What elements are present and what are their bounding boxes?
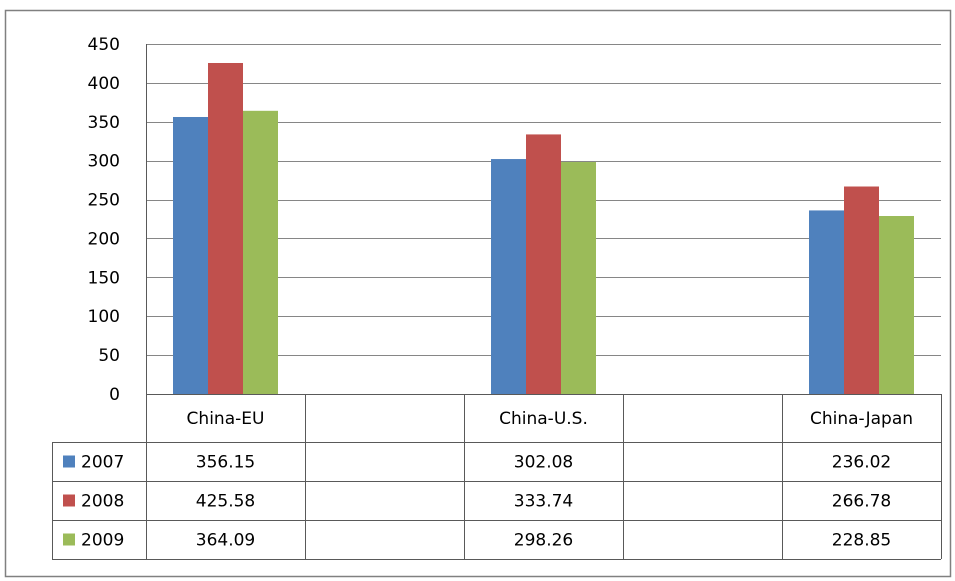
y-tick-label: 300 [88, 152, 120, 172]
data-value-label: 298.26 [514, 531, 573, 551]
y-tick-label: 250 [88, 191, 120, 211]
chart-frame [4, 9, 952, 578]
y-tick-label: 400 [88, 74, 120, 94]
y-tick-label: 100 [88, 307, 120, 327]
legend-label: 2007 [81, 453, 124, 473]
y-tick-label: 200 [88, 229, 120, 249]
bar-2008-China-U.S. [526, 134, 561, 394]
y-tick-label: 450 [88, 35, 120, 55]
bar-2008-China-EU [208, 62, 243, 394]
category-label: China-Japan [810, 409, 913, 429]
bar-2009-China-EU [243, 110, 278, 395]
y-tick-label: 0 [109, 385, 120, 405]
data-value-label: 333.74 [514, 492, 573, 512]
bar-2007-China-U.S. [491, 159, 526, 394]
y-tick-label: 50 [98, 346, 120, 366]
data-value-label: 302.08 [514, 453, 573, 473]
bar-2007-China-EU [173, 116, 208, 394]
legend-label: 2009 [81, 531, 124, 551]
legend-label: 2008 [81, 492, 124, 512]
category-label: China-EU [187, 409, 265, 429]
legend-key-2009 [63, 533, 75, 546]
data-value-label: 364.09 [196, 531, 255, 551]
data-value-label: 266.78 [832, 492, 891, 512]
data-value-label: 425.58 [196, 492, 255, 512]
bar-2009-China-U.S. [561, 162, 596, 394]
legend-key-2007 [63, 455, 75, 468]
data-value-label: 356.15 [196, 453, 255, 473]
data-value-label: 228.85 [832, 531, 891, 551]
y-tick-label: 150 [88, 268, 120, 288]
bar-2007-China-Japan [809, 210, 844, 394]
y-tick-label: 350 [88, 113, 120, 133]
bar-2009-China-Japan [879, 216, 914, 394]
category-label: China-U.S. [499, 409, 588, 429]
legend-key-2008 [63, 494, 75, 507]
bar-2008-China-Japan [844, 186, 879, 394]
data-value-label: 236.02 [832, 453, 891, 473]
